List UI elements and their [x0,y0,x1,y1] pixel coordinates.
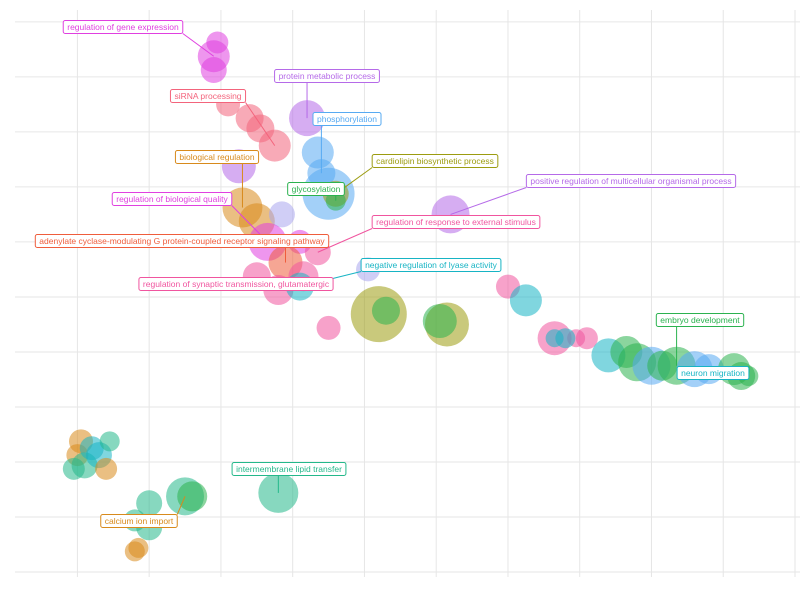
annotation-label: calcium ion import [100,514,178,528]
annotation-label: negative regulation of lyase activity [360,258,502,272]
annotation-label-box [111,192,233,206]
leader-line [450,187,527,215]
annotation-label-text: calcium ion import [105,516,174,526]
annotation-label-box [34,234,330,248]
annotation-label-text: regulation of synaptic transmission, glu… [143,279,330,289]
data-point-bubble [177,481,208,512]
annotation-label-text: protein metabolic process [279,71,376,81]
annotation-label-box [287,182,345,196]
grid [15,10,800,577]
annotation-label-text: regulation of biological quality [116,194,228,204]
annotation-label-text: negative regulation of lyase activity [365,260,498,270]
annotation-label-text: embryo development [660,315,740,325]
annotation-label-box [138,277,334,291]
annotation-label-text: intermembrane lipid transfer [236,464,342,474]
annotation-label-box [231,462,347,476]
annotation-label: biological regulation [174,150,260,164]
leader-line [176,496,186,515]
annotation-label-box [371,154,499,168]
annotation-label-text: regulation of gene expression [67,22,179,32]
data-point-bubble [509,284,542,317]
annotation-label: neuron migration [676,366,750,380]
data-point-bubble [206,31,229,54]
annotation-label-box [274,69,380,83]
annotation-label: adenylate cyclase-modulating G protein-c… [34,234,330,248]
annotation-label: intermembrane lipid transfer [231,462,347,476]
annotation-label-box [312,112,382,126]
annotation-label-text: regulation of response to external stimu… [376,217,536,227]
data-point-bubble [316,315,341,340]
annotation-label-box [100,514,178,528]
annotation-label: siRNA processing [169,89,247,103]
data-point-bubble [136,490,163,517]
data-point-bubble [95,457,118,480]
leader-line [182,33,215,57]
data-point-bubble [200,57,227,84]
annotation-label-box [371,215,541,229]
data-point-bubble [124,541,145,562]
data-point-bubble [62,457,85,480]
annotation-label-text: phosphorylation [317,114,377,124]
annotation-label-box [169,89,247,103]
annotation-label: positive regulation of multicellular org… [525,174,737,188]
annotation-label: glycosylation [287,182,345,196]
annotation-label: regulation of response to external stimu… [371,215,541,229]
annotation-label-text: adenylate cyclase-modulating G protein-c… [39,236,325,246]
annotation-label-text: siRNA processing [174,91,241,101]
leader-line [245,102,276,146]
annotation-label-box [360,258,502,272]
annotation-label: protein metabolic process [274,69,380,83]
annotation-label: regulation of synaptic transmission, glu… [138,277,334,291]
annotation-label-text: neuron migration [681,368,745,378]
annotation-label-box [676,366,750,380]
annotation-label-box [525,174,737,188]
label-layer: regulation of gene expression siRNA proce… [34,20,750,528]
annotation-label: regulation of biological quality [111,192,233,206]
data-point-bubble [371,296,400,325]
annotation-label-text: biological regulation [179,152,254,162]
annotation-label-box [174,150,260,164]
annotation-label: cardiolipin biosynthetic process [371,154,499,168]
annotation-label-text: positive regulation of multicellular org… [530,176,731,186]
annotation-label: embryo development [655,313,745,327]
data-point-bubble [422,304,457,339]
annotation-label: phosphorylation [312,112,382,126]
annotation-label-box [62,20,184,34]
annotation-label-box [655,313,745,327]
data-point-bubble [99,431,120,452]
data-point-bubble [575,327,598,350]
data-point-bubble [555,328,576,349]
annotation-label: regulation of gene expression [62,20,184,34]
annotation-label-text: cardiolipin biosynthetic process [376,156,494,166]
leader-line [317,228,373,253]
data-point-bubble [268,201,295,228]
annotation-label-text: glycosylation [292,184,341,194]
